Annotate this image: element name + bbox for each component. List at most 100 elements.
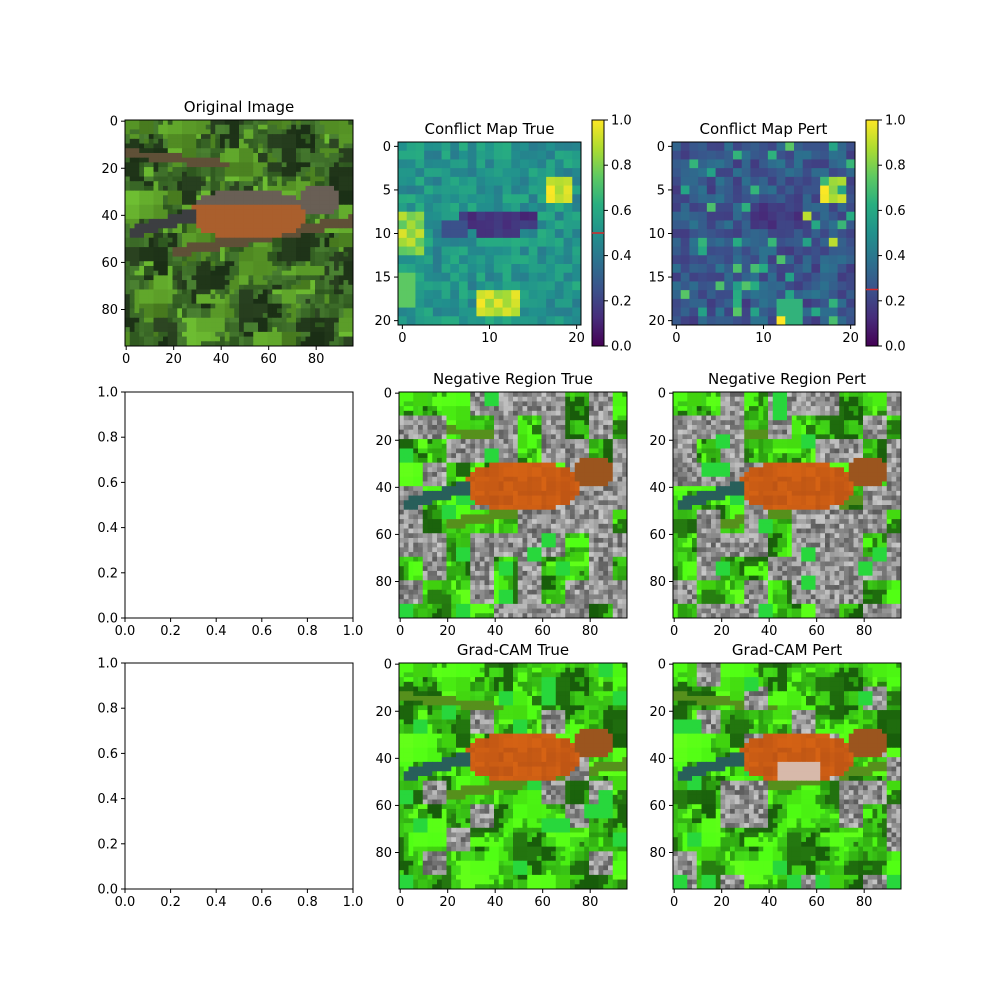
image-pixel <box>201 143 207 149</box>
image-pixel <box>215 134 221 140</box>
image-pixel <box>503 547 509 553</box>
heatmap-cell <box>828 176 838 186</box>
heatmap-cell <box>563 176 573 186</box>
image-pixel <box>239 313 245 319</box>
image-pixel <box>125 171 131 177</box>
image-pixel <box>272 223 278 229</box>
image-pixel <box>441 429 447 435</box>
image-pixel <box>489 533 495 539</box>
image-pixel <box>565 472 571 478</box>
image-pixel <box>551 448 557 454</box>
image-pixel <box>456 523 462 530</box>
image-pixel <box>191 261 197 267</box>
image-pixel <box>201 162 207 168</box>
image-pixel <box>593 542 599 548</box>
image-pixel <box>484 509 490 515</box>
image-pixel <box>210 341 216 347</box>
image-pixel <box>144 129 150 135</box>
image-pixel <box>229 251 235 258</box>
image-pixel <box>324 185 330 192</box>
image-pixel <box>129 129 135 135</box>
image-pixel <box>262 134 268 140</box>
image-pixel <box>470 429 476 435</box>
image-pixel <box>560 472 566 478</box>
heatmap-cell <box>759 142 769 152</box>
image-pixel <box>403 523 409 530</box>
image-pixel <box>555 472 561 478</box>
image-pixel <box>484 500 490 506</box>
image-pixel <box>210 195 216 201</box>
image-pixel <box>451 486 457 492</box>
image-pixel <box>243 308 249 314</box>
image-pixel <box>286 327 292 333</box>
image-pixel <box>262 152 268 159</box>
image-pixel <box>239 138 245 145</box>
image-pixel <box>172 162 178 168</box>
image-pixel <box>598 500 604 506</box>
image-pixel <box>608 552 614 558</box>
image-pixel <box>560 439 566 445</box>
image-pixel <box>329 152 335 159</box>
heatmap-cell <box>424 237 434 247</box>
image-pixel <box>172 228 178 234</box>
heatmap-cell <box>476 220 486 230</box>
image-pixel <box>437 505 443 511</box>
image-pixel <box>593 457 599 464</box>
image-pixel <box>172 214 178 220</box>
image-pixel <box>338 223 344 229</box>
image-pixel <box>210 124 216 130</box>
image-pixel <box>418 509 424 515</box>
image-pixel <box>153 317 159 323</box>
image-pixel <box>541 505 547 511</box>
image-pixel <box>470 434 476 440</box>
image-pixel <box>584 457 590 464</box>
image-pixel <box>437 476 443 482</box>
image-pixel <box>300 138 306 145</box>
image-pixel <box>148 138 154 145</box>
image-pixel <box>215 284 221 290</box>
image-pixel <box>172 294 178 300</box>
image-pixel <box>329 237 335 243</box>
image-pixel <box>546 542 552 548</box>
image-pixel <box>215 298 221 305</box>
image-pixel <box>300 237 306 243</box>
image-pixel <box>196 190 202 196</box>
image-pixel <box>348 167 354 173</box>
image-pixel <box>125 317 131 323</box>
image-pixel <box>348 313 354 319</box>
image-pixel <box>224 124 230 130</box>
image-pixel <box>517 448 523 454</box>
image-pixel <box>570 467 576 473</box>
image-pixel <box>437 396 443 402</box>
image-pixel <box>432 476 438 482</box>
image-pixel <box>570 523 576 530</box>
heatmap-cell <box>467 246 477 256</box>
y-tick-label: 0.0 <box>97 612 118 627</box>
heatmap-cell <box>572 185 582 195</box>
image-pixel <box>239 233 245 239</box>
image-pixel <box>229 270 235 276</box>
heatmap-cell <box>837 272 847 282</box>
image-pixel <box>182 237 188 243</box>
heatmap-cell <box>528 220 538 230</box>
heatmap-cell <box>706 316 716 326</box>
image-pixel <box>305 120 311 126</box>
image-pixel <box>541 406 547 412</box>
image-pixel <box>503 406 509 412</box>
image-pixel <box>570 542 576 548</box>
image-pixel <box>413 519 419 525</box>
image-pixel <box>300 317 306 323</box>
image-pixel <box>560 434 566 440</box>
heatmap-cell <box>441 255 451 265</box>
image-pixel <box>224 336 230 342</box>
image-pixel <box>191 256 197 262</box>
heatmap-cell <box>794 307 804 317</box>
image-pixel <box>536 490 542 497</box>
heatmap-cell <box>846 176 856 186</box>
image-pixel <box>139 228 145 234</box>
image-pixel <box>191 181 197 187</box>
heatmap-cell <box>424 264 434 274</box>
heatmap-cell <box>406 211 416 221</box>
heatmap-cell <box>724 229 734 239</box>
image-pixel <box>267 331 273 338</box>
